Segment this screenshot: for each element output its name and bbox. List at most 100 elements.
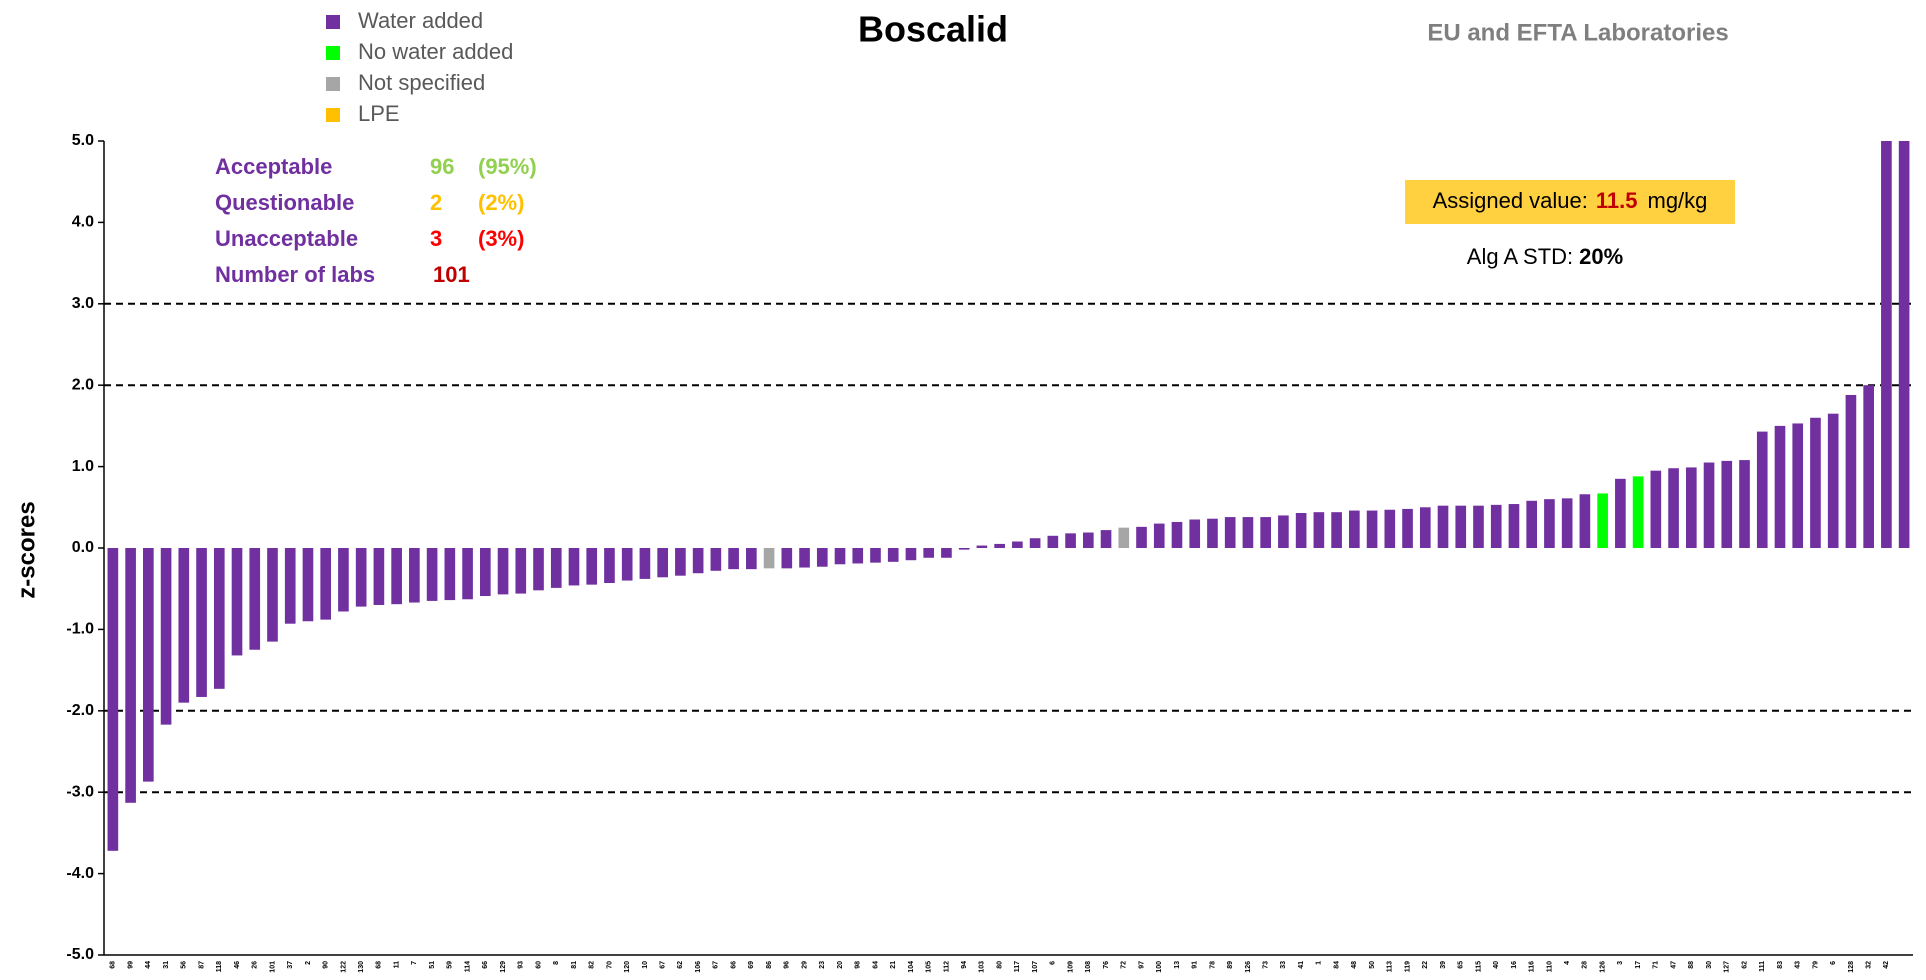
x-tick-label: 50 bbox=[1369, 961, 1376, 969]
bar bbox=[1313, 512, 1325, 548]
x-tick-label: 86 bbox=[766, 961, 773, 969]
x-tick-label: 91 bbox=[1192, 961, 1199, 969]
bar bbox=[1118, 527, 1130, 548]
x-tick-label: 32 bbox=[1866, 961, 1873, 969]
bar bbox=[923, 548, 935, 558]
bar bbox=[1224, 517, 1236, 548]
stat-count: 96 bbox=[430, 154, 454, 179]
x-tick-label: 119 bbox=[1404, 961, 1411, 972]
bar bbox=[409, 548, 420, 603]
bar bbox=[178, 548, 190, 703]
x-tick-label: 40 bbox=[1493, 961, 1500, 969]
legend-swatch bbox=[326, 108, 340, 122]
bar bbox=[1171, 521, 1183, 548]
x-tick-label: 79 bbox=[1812, 961, 1819, 969]
y-tick-label: 4.0 bbox=[72, 214, 94, 231]
std: Alg A STD: 20% bbox=[1467, 244, 1623, 269]
legend-swatch bbox=[326, 77, 340, 91]
x-tick-label: 1 bbox=[1316, 961, 1323, 965]
bar bbox=[1561, 498, 1573, 548]
bar bbox=[1278, 515, 1289, 548]
bar bbox=[515, 548, 527, 594]
legend-label: LPE bbox=[358, 101, 400, 126]
bar bbox=[675, 548, 686, 576]
x-tick-label: 37 bbox=[287, 961, 294, 969]
bar bbox=[249, 548, 261, 650]
bar bbox=[568, 548, 580, 586]
y-tick-label: 1.0 bbox=[72, 458, 94, 475]
bar bbox=[1242, 517, 1254, 548]
y-tick-label: -1.0 bbox=[66, 621, 94, 638]
x-tick-label: 62 bbox=[1741, 961, 1748, 969]
bar bbox=[976, 545, 988, 548]
stat-percent: (2%) bbox=[478, 190, 524, 215]
stat-label: Number of labs bbox=[215, 262, 375, 287]
bar bbox=[267, 548, 278, 642]
x-tick-label: 99 bbox=[127, 961, 134, 969]
bar bbox=[994, 543, 1005, 548]
bar bbox=[1136, 526, 1147, 548]
x-tick-label: 90 bbox=[323, 961, 330, 969]
bar bbox=[533, 548, 544, 591]
x-tick-label: 84 bbox=[1333, 961, 1340, 969]
x-tick-label: 101 bbox=[269, 961, 276, 973]
bar bbox=[1384, 509, 1396, 548]
x-tick-label: 110 bbox=[1546, 961, 1553, 972]
bar bbox=[1012, 541, 1023, 548]
bar bbox=[107, 548, 119, 851]
bar bbox=[887, 548, 899, 562]
bar bbox=[1295, 512, 1307, 548]
bar bbox=[231, 548, 243, 656]
x-tick-label: 72 bbox=[1121, 961, 1128, 969]
bar bbox=[1774, 425, 1786, 548]
bar bbox=[728, 548, 739, 570]
stat-percent: (3%) bbox=[478, 226, 524, 251]
std-label: Alg A STD: bbox=[1467, 244, 1573, 269]
x-tick-label: 82 bbox=[589, 961, 596, 969]
x-tick-label: 44 bbox=[145, 961, 152, 969]
bar bbox=[1721, 460, 1733, 548]
x-tick-label: 126 bbox=[1599, 961, 1606, 973]
x-tick-label: 107 bbox=[1032, 961, 1039, 973]
bar bbox=[799, 548, 810, 568]
bar bbox=[1615, 478, 1626, 548]
bar bbox=[958, 548, 970, 550]
x-tick-label: 100 bbox=[1156, 961, 1163, 973]
bar bbox=[1863, 385, 1874, 548]
x-tick-label: 68 bbox=[376, 961, 383, 969]
x-tick-label: 30 bbox=[1706, 961, 1713, 969]
bar bbox=[657, 548, 668, 578]
bar bbox=[373, 548, 385, 605]
x-tick-label: 122 bbox=[340, 961, 347, 973]
bar bbox=[1827, 413, 1839, 548]
bar bbox=[870, 548, 881, 563]
y-tick-label: -3.0 bbox=[66, 783, 94, 800]
bar bbox=[1331, 512, 1342, 548]
x-tick-label: 43 bbox=[1795, 961, 1802, 969]
bar bbox=[550, 548, 562, 588]
x-tick-label: 67 bbox=[660, 961, 667, 969]
x-tick-label: 108 bbox=[1085, 961, 1092, 973]
bar bbox=[1082, 532, 1094, 548]
x-tick-label: 115 bbox=[1475, 961, 1482, 972]
bar bbox=[834, 548, 846, 565]
x-tick-label: 48 bbox=[1351, 961, 1358, 969]
x-tick-label: 106 bbox=[695, 961, 702, 973]
y-tick-label: 5.0 bbox=[72, 132, 94, 149]
x-tick-label: 62 bbox=[677, 961, 684, 969]
x-tick-label: 128 bbox=[1848, 961, 1855, 973]
x-tick-label: 3 bbox=[1617, 961, 1624, 965]
bar bbox=[639, 548, 651, 579]
bar bbox=[1402, 508, 1413, 548]
bar bbox=[586, 548, 598, 585]
x-tick-label: 87 bbox=[198, 961, 205, 969]
x-tick-label: 10 bbox=[642, 961, 649, 969]
bar bbox=[391, 548, 402, 605]
stat-count: 3 bbox=[430, 226, 442, 251]
bar bbox=[1473, 505, 1484, 548]
x-tick-label: 96 bbox=[784, 961, 791, 969]
x-tick-label: 114 bbox=[464, 961, 471, 972]
legend-swatch bbox=[326, 46, 340, 60]
x-tick-label: 89 bbox=[1227, 961, 1234, 969]
bar bbox=[1207, 518, 1218, 548]
